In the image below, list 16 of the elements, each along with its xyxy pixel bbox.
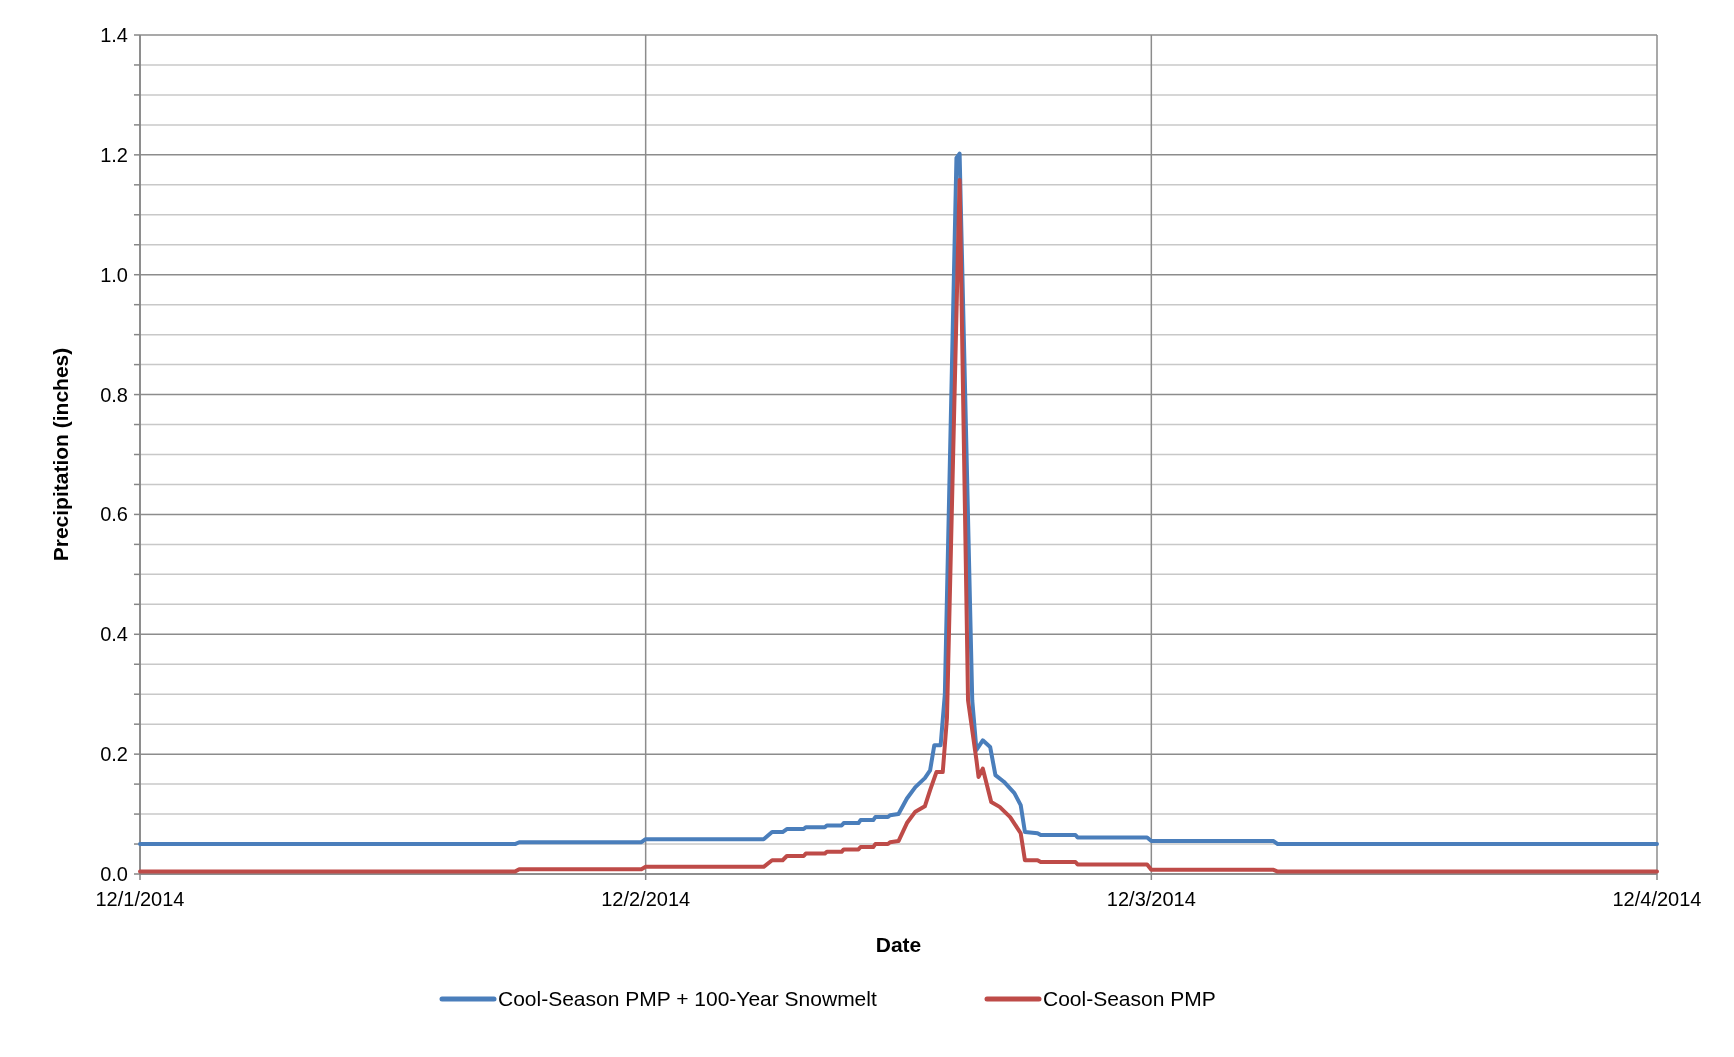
x-tick-label: 12/4/2014 xyxy=(1612,888,1702,910)
y-tick-label: 0.0 xyxy=(100,863,128,885)
y-tick-label: 0.8 xyxy=(100,383,128,406)
y-tick-label: 1.0 xyxy=(100,263,128,286)
x-tick-label: 12/3/2014 xyxy=(1106,888,1196,910)
x-axis-title: Date xyxy=(875,933,922,956)
y-tick-label: 0.4 xyxy=(100,623,128,646)
y-tick-label: 1.4 xyxy=(100,24,128,46)
legend-label: Cool-Season PMP xyxy=(1043,987,1216,1011)
y-tick-label: 1.2 xyxy=(100,143,128,166)
y-tick-label: 0.6 xyxy=(100,503,128,526)
y-axis-title: Precipitation (inches) xyxy=(49,347,72,562)
legend-label: Cool-Season PMP + 100-Year Snowmelt xyxy=(498,987,877,1011)
x-tick-label: 12/2/2014 xyxy=(601,888,691,910)
y-tick-label: 0.2 xyxy=(100,743,128,766)
x-tick-label: 12/1/2014 xyxy=(95,888,185,910)
